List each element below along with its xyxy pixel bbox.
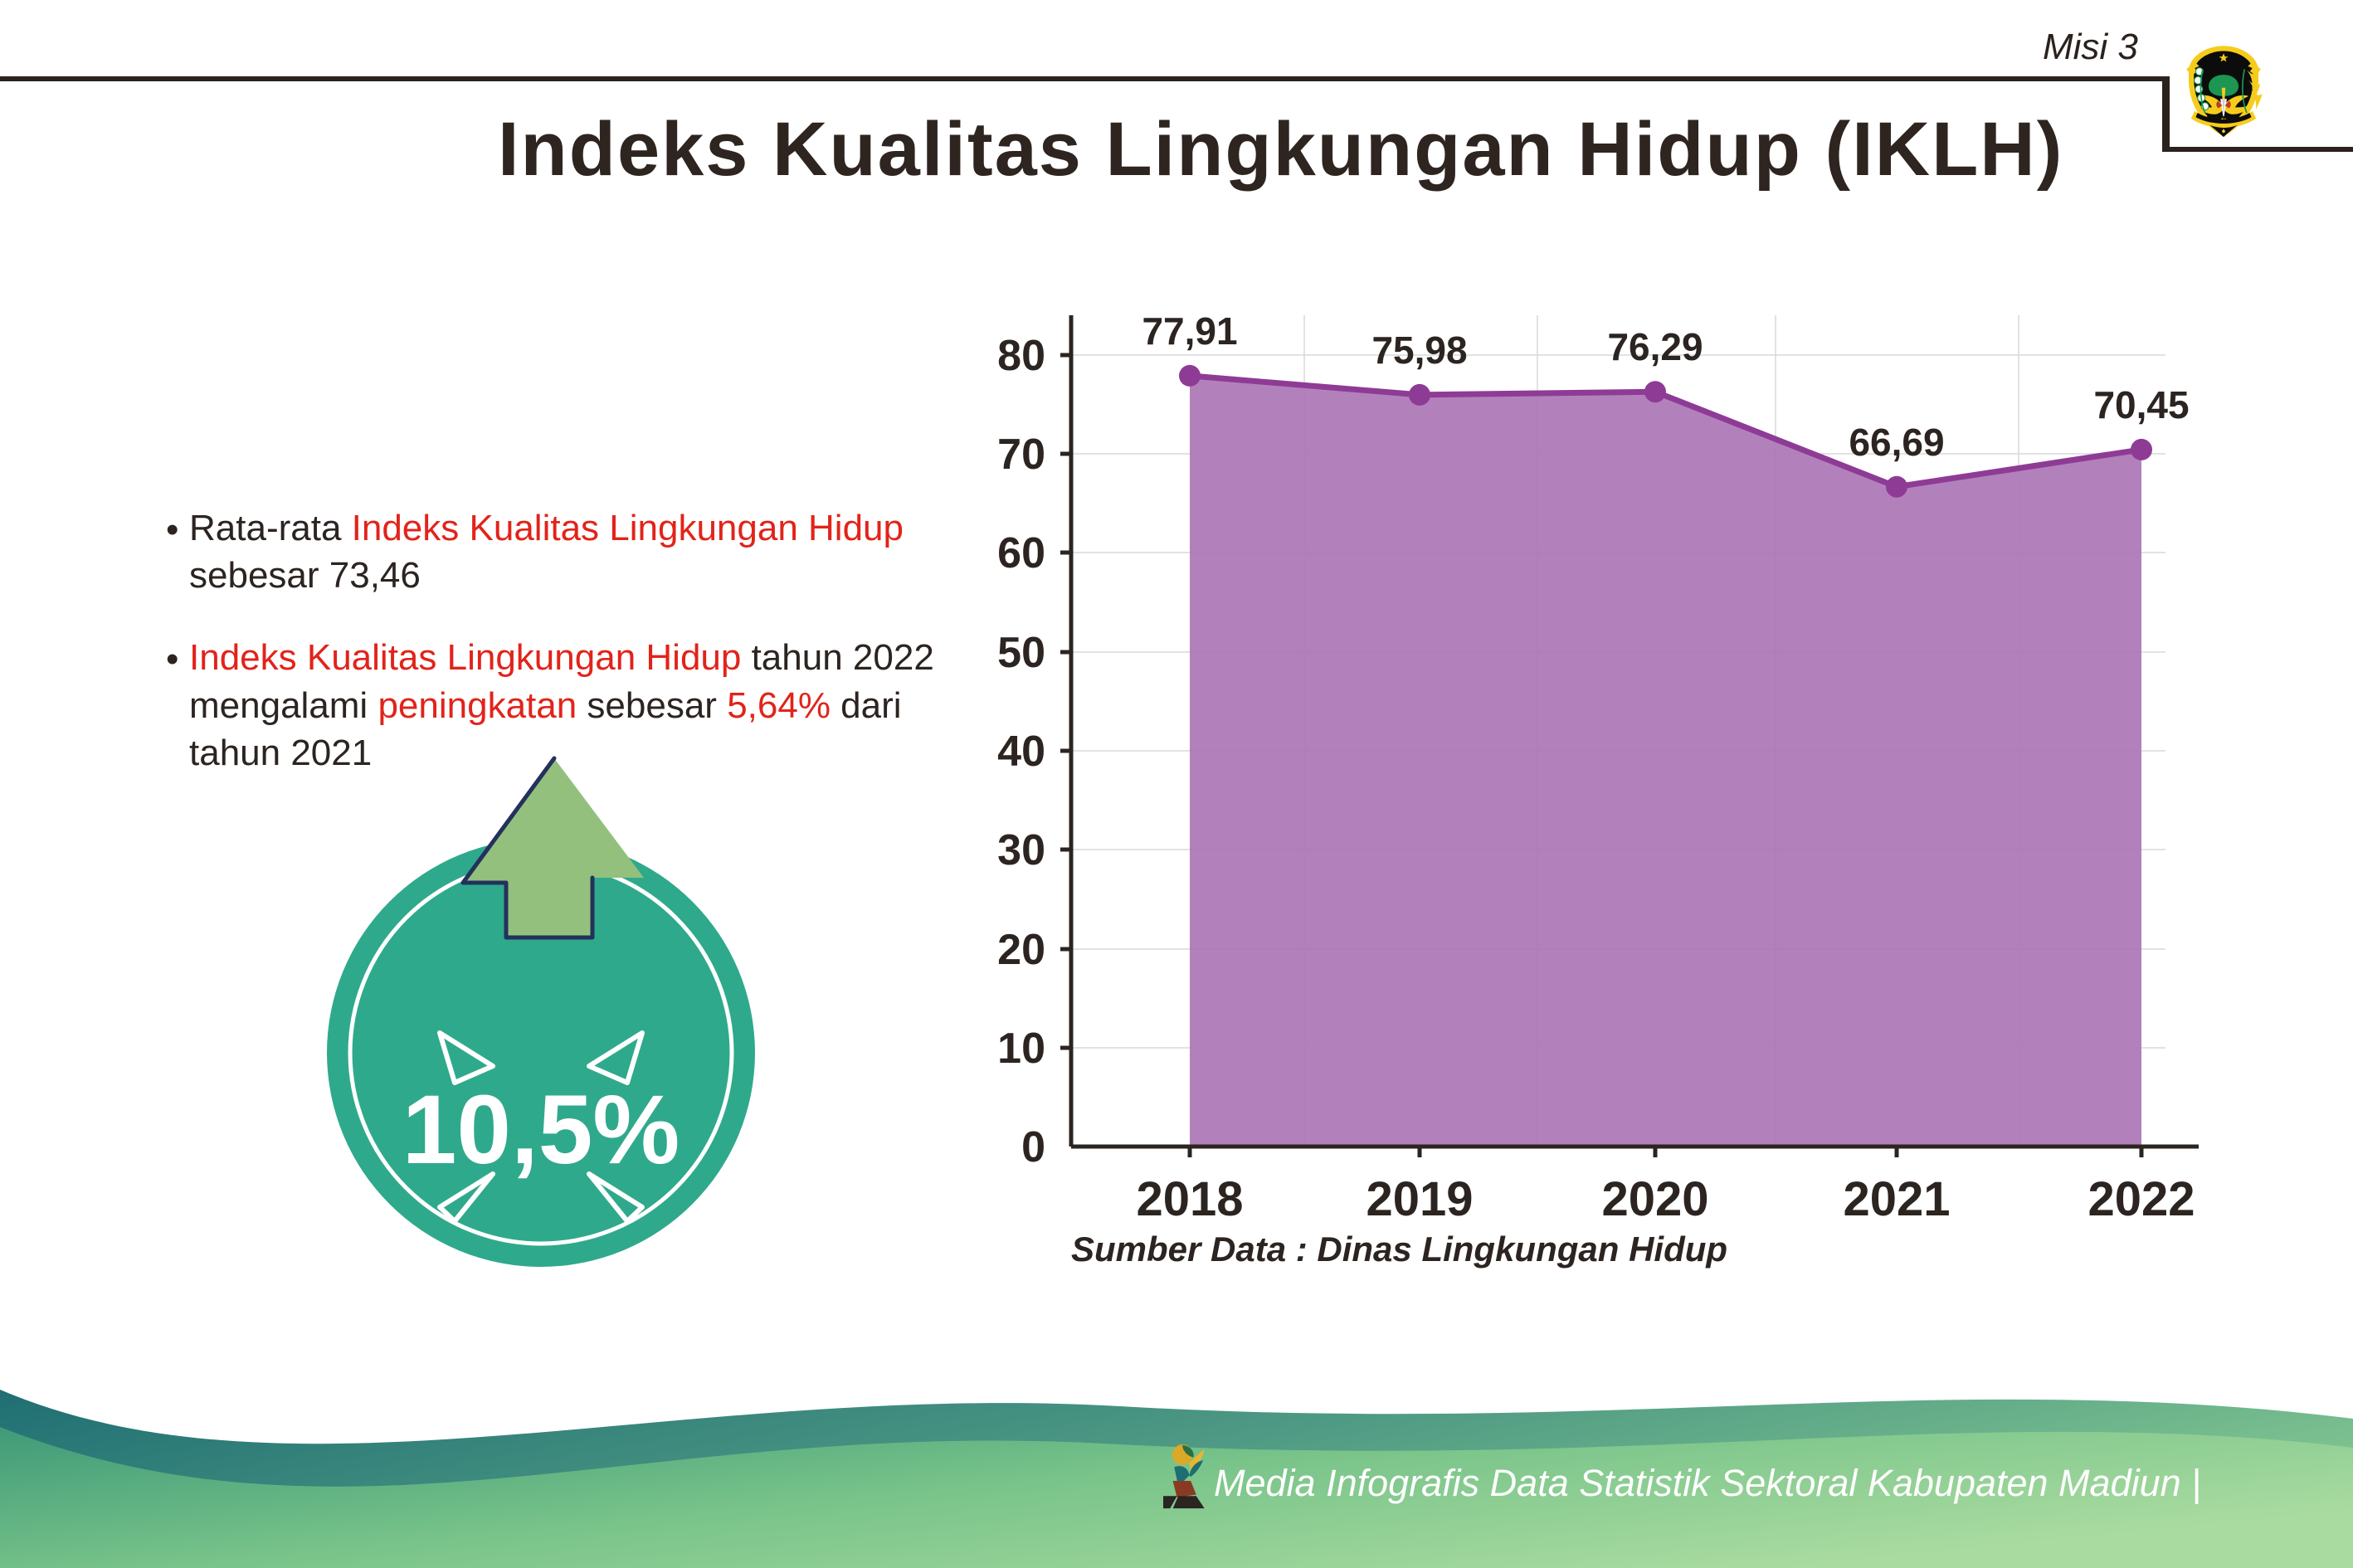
svg-text:2018: 2018 xyxy=(1136,1172,1243,1226)
svg-text:MADIUN: MADIUN xyxy=(2207,114,2241,123)
svg-text:50: 50 xyxy=(997,629,1045,677)
svg-text:80: 80 xyxy=(997,332,1045,380)
svg-text:70,45: 70,45 xyxy=(2093,383,2189,426)
svg-text:2022: 2022 xyxy=(2087,1172,2195,1226)
svg-text:2020: 2020 xyxy=(1601,1172,1708,1226)
svg-text:30: 30 xyxy=(997,826,1045,874)
svg-text:2019: 2019 xyxy=(1366,1172,1473,1226)
svg-text:40: 40 xyxy=(997,728,1045,776)
svg-text:77,91: 77,91 xyxy=(1142,315,1237,353)
svg-text:Sumber Data : Dinas Lingkungan: Sumber Data : Dinas Lingkungan Hidup xyxy=(1071,1230,1727,1269)
svg-text:70: 70 xyxy=(997,431,1045,479)
svg-text:2021: 2021 xyxy=(1843,1172,1950,1226)
svg-text:66,69: 66,69 xyxy=(1849,421,1944,464)
svg-text:10,5%: 10,5% xyxy=(402,1075,680,1185)
svg-text:10: 10 xyxy=(997,1025,1045,1073)
svg-text:75,98: 75,98 xyxy=(1371,329,1467,372)
svg-text:20: 20 xyxy=(997,926,1045,974)
svg-text:0: 0 xyxy=(1021,1123,1045,1171)
svg-text:60: 60 xyxy=(997,529,1045,577)
svg-text:KABUPATEN: KABUPATEN xyxy=(2201,64,2246,72)
svg-text:76,29: 76,29 xyxy=(1607,325,1703,368)
